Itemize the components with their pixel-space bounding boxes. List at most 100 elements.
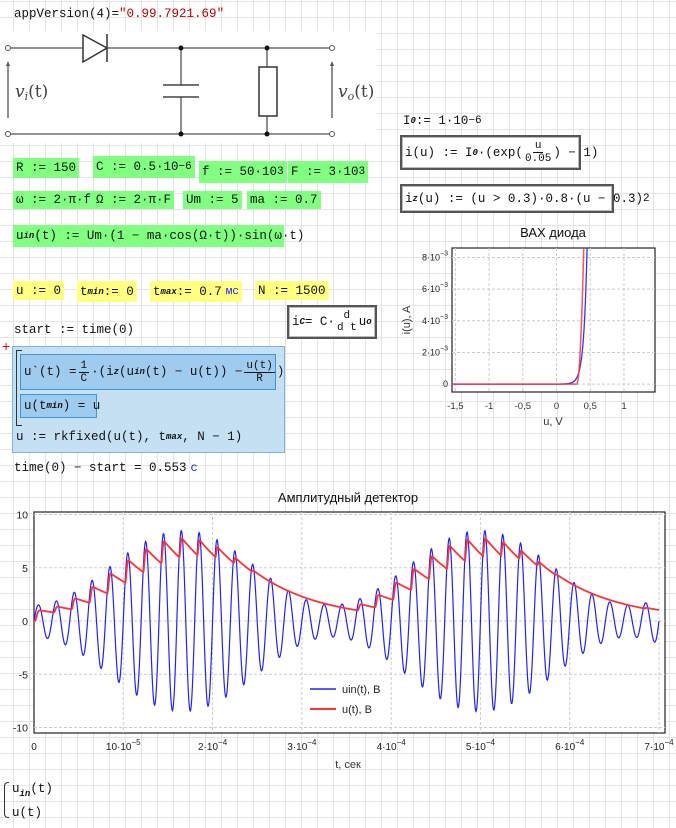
vax-plot-area	[451, 247, 656, 393]
vi-sub: i	[24, 90, 29, 103]
def-i-u[interactable]: i(u) := I 0 ·(exp(u 0.05) − 1)	[400, 135, 598, 170]
iz-def-sub: z	[412, 193, 418, 204]
vi-symbol: v	[15, 82, 25, 102]
main-xlabel: t, сек	[335, 759, 361, 771]
def-Omega-text: Ω := 2·π·F	[96, 193, 172, 207]
app-version-expr[interactable]: appVersion(4)="0.99.7921.69"	[14, 7, 224, 21]
i-def-num: u	[532, 140, 544, 153]
vax-x-tick: 1	[621, 401, 626, 412]
I0-body: := 1·10	[415, 114, 469, 128]
main-x-tick: 0	[31, 742, 37, 753]
tmax-body: := 0.7	[176, 284, 222, 299]
vo-sub: o	[347, 90, 355, 103]
def-Um-text: Um := 5	[186, 193, 239, 207]
solve-block[interactable]: u`(t) = 1 C ·(i z (u in (t) − u(t)) − u(t) R) u…	[12, 346, 285, 453]
vax-x-tick: -1	[485, 401, 493, 412]
initial-condition[interactable]: u(t min) = u	[20, 394, 100, 418]
pv-arg: (t)	[30, 782, 53, 796]
capacitor-symbol	[163, 84, 199, 98]
def-R[interactable]: R := 150	[13, 158, 80, 178]
main-y-tick: 5	[22, 563, 28, 575]
def-uin[interactable]: u in (t) := Um·(1 − ma·cos(Ω·t))·sin(ω·t)	[13, 225, 304, 247]
main-y-tick: -10	[13, 723, 28, 735]
ic-name: i	[292, 315, 300, 329]
main-x-tick: 6·10−4	[555, 738, 585, 753]
main-x-tick: 5·10−4	[466, 738, 496, 753]
def-omega[interactable]: ω := 2·π·f	[13, 191, 95, 209]
def-u0[interactable]: u := 0	[13, 281, 65, 300]
i-def-a: i(u) := I	[405, 145, 473, 160]
def-tmax[interactable]: t max := 0.7 мс	[150, 281, 242, 302]
def-ma[interactable]: ma := 0.7	[247, 191, 321, 209]
def-iz-u[interactable]: i z (u) := (u > 0.3)·0.8·(u − 0.3) 2	[400, 184, 650, 213]
i-def-den: 0.05	[524, 153, 552, 165]
elapsed-time[interactable]: time(0) − start = 0.553 c	[14, 461, 198, 475]
main-x-tick: 2·10−4	[198, 738, 228, 753]
def-Um[interactable]: Um := 5	[183, 191, 242, 209]
def-R-text: R := 150	[16, 161, 77, 175]
i-def-b: ·(exp(	[477, 145, 523, 160]
ode-mid2: (u	[119, 365, 135, 379]
ode-sub: z	[113, 367, 120, 377]
main-x-tick: 4·10−4	[377, 738, 407, 753]
vo-arg: (t)	[354, 82, 375, 102]
series-u	[34, 537, 660, 622]
iz-def-a: i	[405, 191, 413, 206]
vax-y-tick: 8·10−3	[422, 250, 448, 262]
resistor-symbol	[258, 66, 278, 117]
vax-chart: ВАХ диода -1,5 -1 -0,5 0 0,5 1 0 2·10−3 4·10−3 6·1…	[401, 225, 656, 428]
def-F[interactable]: F := 3·10 3	[288, 161, 369, 183]
ic-num: d	[343, 310, 351, 322]
I0-sub: 0	[410, 116, 416, 126]
plot-var-u: u(t)	[12, 804, 53, 823]
detector-chart: Амплитудный детектор 0 10·10−5 2·10−4 3·10−4…	[13, 490, 674, 771]
init-b: ) = u	[62, 399, 101, 413]
ode-frac-num: 1	[78, 359, 90, 373]
ode-num: u(t)	[244, 359, 275, 373]
def-tmin[interactable]: t min := 0	[77, 281, 137, 302]
ode-frac-ur: u(t) R	[244, 359, 275, 385]
def-Omega[interactable]: Ω := 2·π·F	[93, 191, 175, 209]
ode-equation[interactable]: u`(t) = 1 C ·(i z (u in (t) − u(t)) − u(t) R)	[20, 354, 284, 390]
ode-den: R	[256, 372, 263, 385]
elapsed-unit: c	[190, 461, 198, 475]
init-sub: min	[46, 401, 63, 411]
solve-block-bracket	[16, 350, 22, 426]
def-C[interactable]: C := 0.5·10 −6	[93, 156, 195, 178]
vax-ylabel: i(u), A	[401, 305, 413, 334]
vax-y-tick: 6·10−3	[422, 282, 448, 294]
main-legend: uin(t), В u(t), В	[310, 684, 381, 716]
circuit-input-label: vi(t)	[15, 82, 48, 103]
rk-sub: max	[166, 432, 183, 442]
def-omega-text: ω := 2·π·f	[16, 193, 92, 207]
rk-b: , N − 1)	[182, 430, 243, 444]
def-C-text: C := 0.5·10	[96, 160, 179, 174]
rkfixed-call[interactable]: u := rkfixed(u(t), t max, N − 1)	[13, 427, 245, 447]
tmax-name: t	[153, 284, 161, 299]
ode-mid3: (t) − u(t)) −	[144, 365, 243, 379]
vax-series-group	[452, 248, 588, 385]
def-f[interactable]: f := 50·10 3	[199, 161, 287, 183]
ic-tail: u	[358, 315, 367, 329]
iz-def-b: (u) := (u > 0.3)·0.8·(u − 0.3)	[417, 191, 643, 206]
add-region-marker[interactable]: +	[2, 338, 11, 354]
rk-a: u := rkfixed(u(t), t	[16, 430, 167, 444]
vax-y-tick: 0	[443, 379, 448, 389]
ic-tail-sub: o	[366, 317, 372, 327]
def-N[interactable]: N := 1500	[255, 281, 329, 300]
app-version-value: "0.99.7921.69"	[119, 7, 225, 21]
tmin-body: := 0	[103, 284, 134, 299]
def-F-exp: 3	[358, 166, 366, 178]
main-plot-area	[33, 511, 666, 734]
plot-variables[interactable]: uin(t) u(t)	[4, 780, 53, 823]
vax-y-tick: 4·10−3	[422, 314, 448, 326]
pv-u2: u(t)	[12, 806, 43, 820]
def-ma-text: ma := 0.7	[250, 193, 318, 207]
vax-series-diode-approx	[452, 248, 585, 385]
main-y-tick: 10	[16, 510, 28, 522]
start-def[interactable]: start := time(0)	[14, 323, 134, 337]
